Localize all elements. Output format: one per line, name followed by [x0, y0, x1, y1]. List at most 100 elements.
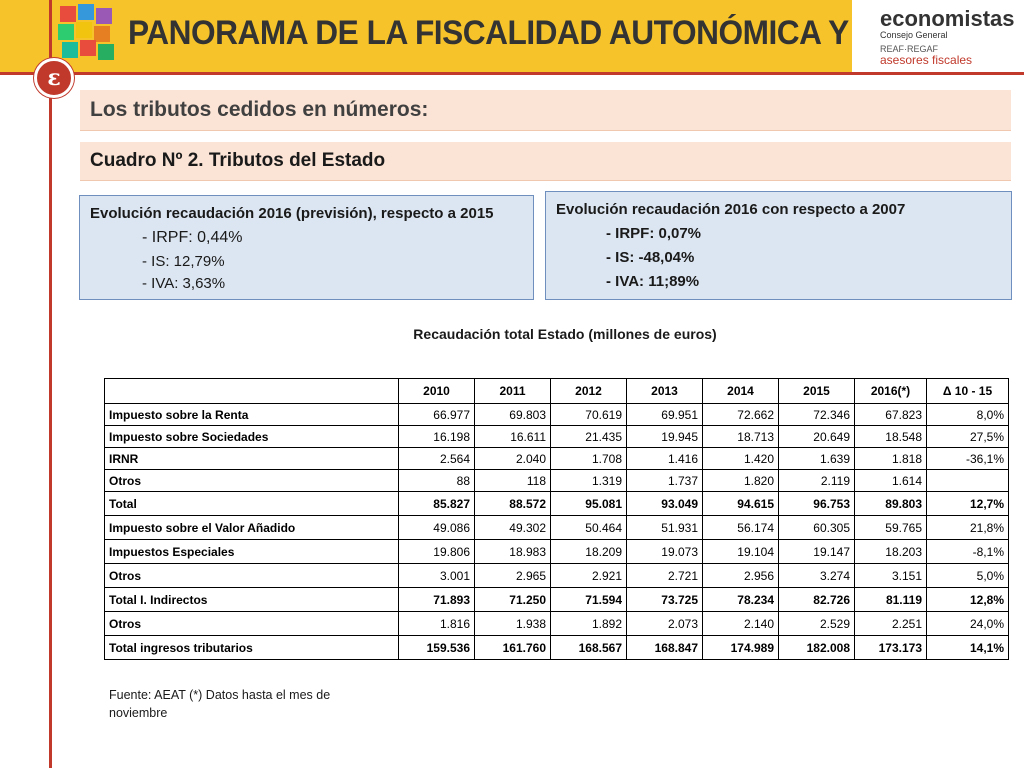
row-value-2013: 69.951 [626, 403, 703, 426]
row-value-2014: 19.104 [702, 539, 779, 564]
row-value-2015: 60.305 [778, 515, 855, 540]
brand-asesores: asesores fiscales [880, 53, 973, 67]
row-label: Total ingresos tributarios [104, 635, 399, 660]
row-value-2016: 59.765 [854, 515, 927, 540]
row-label: Impuesto sobre Sociedades [104, 425, 399, 448]
row-value-1015: -8,1% [926, 539, 1009, 564]
row-value-2013: 51.931 [626, 515, 703, 540]
row-value-2011: 2.965 [474, 563, 551, 588]
row-value-2013: 19.945 [626, 425, 703, 448]
row-value-2011: 161.760 [474, 635, 551, 660]
row-value-2016: 18.548 [854, 425, 927, 448]
red-vertical-line [49, 0, 52, 768]
row-value-2016: 1.614 [854, 469, 927, 492]
table-row: Impuesto sobre Sociedades 16.198 16.611 21.… [104, 425, 1009, 448]
brand-subtitle: Consejo General [880, 30, 948, 40]
row-value-2012: 95.081 [550, 491, 627, 516]
header-cell-2014: 2014 [702, 378, 779, 404]
row-value-2013: 2.721 [626, 563, 703, 588]
evolution-2007-irpf: - IRPF: 0,07% [606, 225, 702, 242]
header-cell-2011: 2011 [474, 378, 551, 404]
row-value-2015: 82.726 [778, 587, 855, 612]
header-banner: PANORAMA DE LA FISCALIDAD AUTONÓMICA Y F… [0, 0, 1024, 72]
header-cell-delta: Δ 10 - 15 [926, 378, 1009, 404]
row-value-2015: 3.274 [778, 563, 855, 588]
red-horizontal-line [0, 72, 1024, 75]
row-value-2010: 16.198 [398, 425, 475, 448]
table-row: Total I. Indirectos 71.893 71.250 71.594 73.… [104, 587, 1009, 612]
row-value-2016: 173.173 [854, 635, 927, 660]
row-value-2010: 2.564 [398, 447, 475, 470]
row-value-2014: 2.140 [702, 611, 779, 636]
evolution-2007-title: Evolución recaudación 2016 con respecto … [556, 201, 906, 218]
row-value-2010: 85.827 [398, 491, 475, 516]
row-value-2014: 2.956 [702, 563, 779, 588]
table-row: Total ingresos tributarios 159.536 161.760… [104, 635, 1009, 660]
row-value-2010: 19.806 [398, 539, 475, 564]
row-label: Total I. Indirectos [104, 587, 399, 612]
brand-reaf: REAF·REGAF [880, 44, 939, 54]
table-row: Total 85.827 88.572 95.081 93.049 94.615 96.75… [104, 491, 1009, 516]
table-row: Impuesto sobre la Renta 66.977 69.803 70.61… [104, 403, 1009, 426]
row-label: Impuesto sobre el Valor Añadido [104, 515, 399, 540]
row-value-2016: 67.823 [854, 403, 927, 426]
row-value-2012: 168.567 [550, 635, 627, 660]
row-value-2013: 19.073 [626, 539, 703, 564]
row-value-2016: 3.151 [854, 563, 927, 588]
row-value-2013: 2.073 [626, 611, 703, 636]
evolution-2015-title: Evolución recaudación 2016 (previsión), … [90, 205, 494, 222]
row-value-2014: 18.713 [702, 425, 779, 448]
row-value-2012: 71.594 [550, 587, 627, 612]
row-value-2011: 88.572 [474, 491, 551, 516]
row-label: Otros [104, 563, 399, 588]
evolution-2015-iva: - IVA: 3,63% [142, 275, 226, 292]
header-cell-2013: 2013 [626, 378, 703, 404]
row-value-2015: 2.119 [778, 469, 855, 492]
row-value-2011: 69.803 [474, 403, 551, 426]
table-row: Impuesto sobre el Valor Añadido 49.086 49.… [104, 515, 1009, 540]
row-value-2016: 89.803 [854, 491, 927, 516]
table-row: Impuestos Especiales 19.806 18.983 18.209 19… [104, 539, 1009, 564]
evolution-2007-iva: - IVA: 11;89% [606, 273, 700, 290]
row-value-2011: 118 [474, 469, 551, 492]
row-value-2014: 72.662 [702, 403, 779, 426]
header-cell-2016: 2016(*) [854, 378, 927, 404]
footnote: Fuente: AEAT (*) Datos hasta el mes de n… [109, 688, 331, 720]
evolution-2015-irpf: - IRPF: 0,44% [142, 229, 243, 246]
table-header-row: 2010 2011 2012 2013 2014 2015 2016(*) Δ … [104, 378, 1009, 404]
row-value-2012: 70.619 [550, 403, 627, 426]
row-value-2015: 19.147 [778, 539, 855, 564]
row-value-2012: 1.892 [550, 611, 627, 636]
row-label: Impuestos Especiales [104, 539, 399, 564]
row-value-2011: 2.040 [474, 447, 551, 470]
row-value-2014: 56.174 [702, 515, 779, 540]
row-value-2013: 73.725 [626, 587, 703, 612]
row-value-2013: 93.049 [626, 491, 703, 516]
header-cell-2010: 2010 [398, 378, 475, 404]
row-value-1015: -36,1% [926, 447, 1009, 470]
row-value-2010: 71.893 [398, 587, 475, 612]
table-caption: Recaudación total Estado (millones de eu… [413, 326, 717, 342]
table-row: Otros 1.816 1.938 1.892 2.073 2.140 2.529 2.251… [104, 611, 1009, 636]
row-value-2013: 168.847 [626, 635, 703, 660]
row-value-2016: 1.818 [854, 447, 927, 470]
row-value-2014: 174.989 [702, 635, 779, 660]
row-value-2014: 78.234 [702, 587, 779, 612]
table-row: Otros 88 118 1.319 1.737 1.820 2.119 1.614 [104, 469, 1009, 492]
row-value-2010: 1.816 [398, 611, 475, 636]
row-value-1015: 24,0% [926, 611, 1009, 636]
row-value-2012: 21.435 [550, 425, 627, 448]
row-value-2015: 1.639 [778, 447, 855, 470]
row-value-2010: 88 [398, 469, 475, 492]
row-value-1015: 27,5% [926, 425, 1009, 448]
row-value-2013: 1.737 [626, 469, 703, 492]
row-value-2010: 66.977 [398, 403, 475, 426]
row-value-1015: 12,7% [926, 491, 1009, 516]
table-row: Otros 3.001 2.965 2.921 2.721 2.956 3.274 3.151… [104, 563, 1009, 588]
row-label: IRNR [104, 447, 399, 470]
row-value-2010: 159.536 [398, 635, 475, 660]
row-value-2016: 2.251 [854, 611, 927, 636]
evolution-2007-is: - IS: -48,04% [606, 249, 695, 266]
row-value-2016: 81.119 [854, 587, 927, 612]
subsection-title-bar: Cuadro Nº 2. Tributos del Estado [80, 142, 1011, 181]
